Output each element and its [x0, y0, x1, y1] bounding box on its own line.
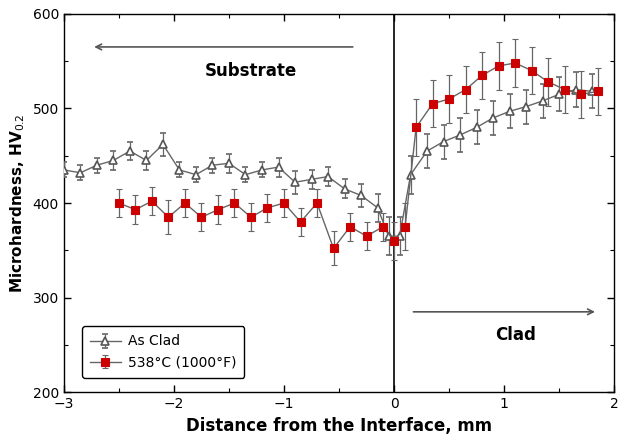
Text: Clad: Clad	[495, 326, 535, 345]
Text: Substrate: Substrate	[205, 62, 297, 80]
Legend: As Clad, 538°C (1000°F): As Clad, 538°C (1000°F)	[82, 326, 245, 378]
X-axis label: Distance from the Interface, mm: Distance from the Interface, mm	[186, 417, 492, 435]
Y-axis label: Microhardness, HV$_{0.2}$: Microhardness, HV$_{0.2}$	[8, 113, 27, 293]
